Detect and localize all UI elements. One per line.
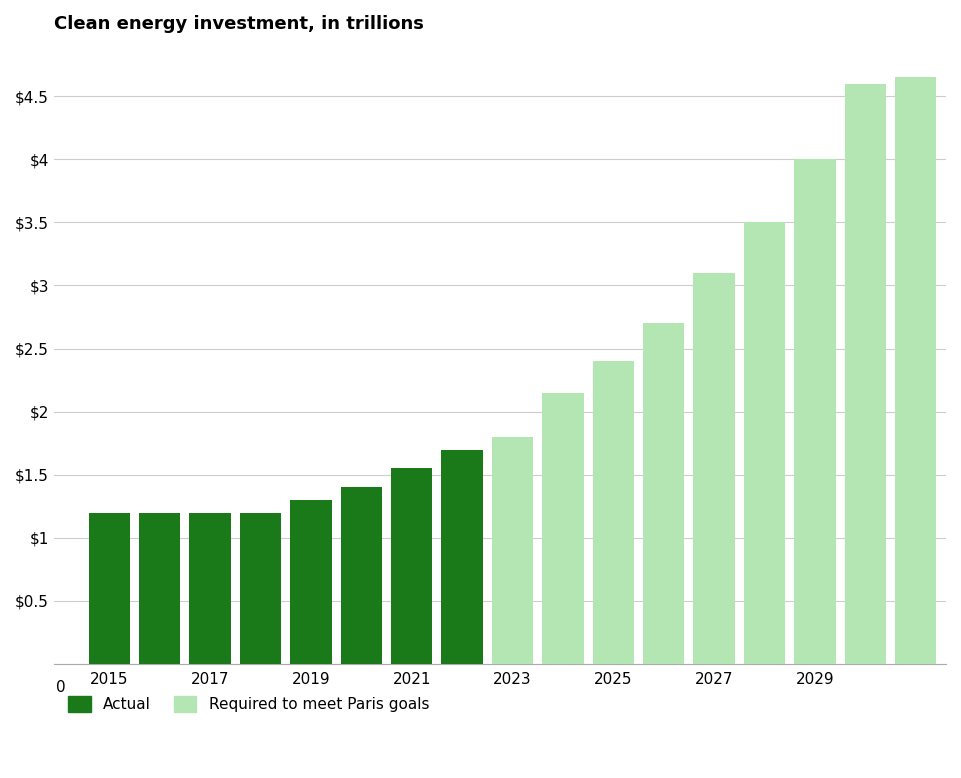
Bar (189, 513, 231, 664)
Bar (139, 513, 181, 664)
Text: Clean energy investment, in trillions: Clean energy investment, in trillions (54, 15, 424, 33)
Bar (895, 77, 936, 664)
Bar (542, 393, 583, 664)
Bar (340, 487, 382, 664)
Bar (643, 324, 684, 664)
Bar (88, 513, 130, 664)
Bar (290, 500, 332, 664)
Text: 0: 0 (57, 679, 66, 695)
Bar (795, 159, 836, 664)
Bar (391, 468, 432, 664)
Bar (845, 83, 886, 664)
Bar (744, 223, 785, 664)
Bar (593, 361, 634, 664)
Bar (240, 513, 282, 664)
Bar (441, 450, 482, 664)
Bar (492, 437, 533, 664)
Legend: Actual, Required to meet Paris goals: Actual, Required to meet Paris goals (62, 690, 435, 718)
Bar (694, 273, 735, 664)
